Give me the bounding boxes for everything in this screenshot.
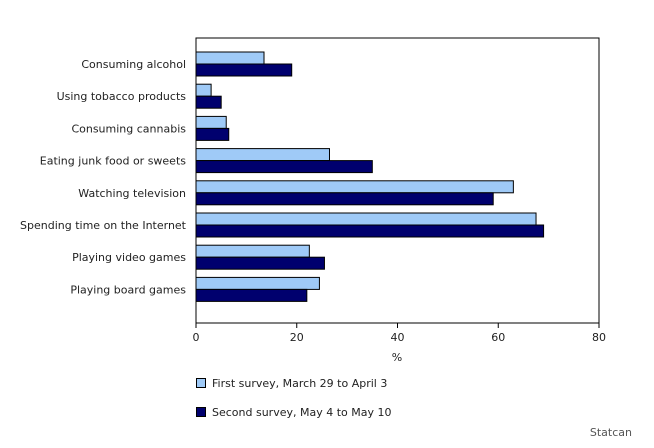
- bar-consuming-cannabis-series-2: [195, 127, 230, 141]
- x-tick-label-60: 60: [491, 331, 505, 344]
- category-label-consuming-cannabis: Consuming cannabis: [71, 122, 186, 135]
- legend: First survey, March 29 to April 3 Second…: [196, 376, 392, 434]
- legend-item-second-survey: Second survey, May 4 to May 10: [196, 405, 392, 419]
- bar-spending-time-on-the-internet-series-2: [195, 224, 545, 238]
- x-axis-ticks: 0 20 40 60 80: [193, 323, 606, 344]
- legend-label-second-survey: Second survey, May 4 to May 10: [212, 405, 392, 419]
- bar-playing-video-games-series-2: [195, 256, 325, 270]
- bar-spending-time-on-the-internet-series-1: [195, 212, 537, 226]
- category-label-spending-time-on-the-internet: Spending time on the Internet: [20, 219, 187, 232]
- x-tick-label-0: 0: [193, 331, 200, 344]
- bar-using-tobacco-products-series-2: [195, 95, 222, 109]
- legend-swatch-first-survey: [196, 378, 206, 388]
- bar-chart: Consuming alcohol Using tobacco products C…: [20, 37, 606, 364]
- bar-consuming-cannabis-series-1: [195, 115, 227, 129]
- bars-group: [195, 51, 545, 302]
- legend-swatch-second-survey: [196, 407, 206, 417]
- bar-playing-board-games-series-2: [195, 288, 308, 302]
- legend-item-first-survey: First survey, March 29 to April 3: [196, 376, 392, 390]
- category-label-watching-television: Watching television: [78, 187, 186, 200]
- bar-playing-board-games-series-1: [195, 276, 320, 290]
- category-label-playing-board-games: Playing board games: [70, 283, 186, 296]
- legend-label-first-survey: First survey, March 29 to April 3: [212, 376, 388, 390]
- bar-consuming-alcohol-series-2: [195, 63, 293, 77]
- category-label-eating-junk-food-or-sweets: Eating junk food or sweets: [40, 155, 187, 168]
- bar-consuming-alcohol-series-1: [195, 51, 265, 65]
- bar-eating-junk-food-or-sweets-series-2: [195, 160, 373, 174]
- bar-watching-television-series-2: [195, 192, 494, 206]
- bar-watching-television-series-1: [195, 180, 514, 194]
- category-label-consuming-alcohol: Consuming alcohol: [81, 58, 186, 71]
- bar-playing-video-games-series-1: [195, 244, 310, 258]
- bar-eating-junk-food-or-sweets-series-1: [195, 148, 330, 162]
- x-tick-label-80: 80: [592, 331, 606, 344]
- x-tick-label-20: 20: [290, 331, 304, 344]
- x-axis-label: %: [392, 351, 402, 364]
- category-label-playing-video-games: Playing video games: [72, 251, 186, 264]
- x-tick-label-40: 40: [391, 331, 405, 344]
- category-label-using-tobacco-products: Using tobacco products: [57, 90, 187, 103]
- bar-using-tobacco-products-series-1: [195, 83, 212, 97]
- source-credit: Statcan: [589, 426, 632, 439]
- category-labels: Consuming alcohol Using tobacco products C…: [20, 58, 187, 296]
